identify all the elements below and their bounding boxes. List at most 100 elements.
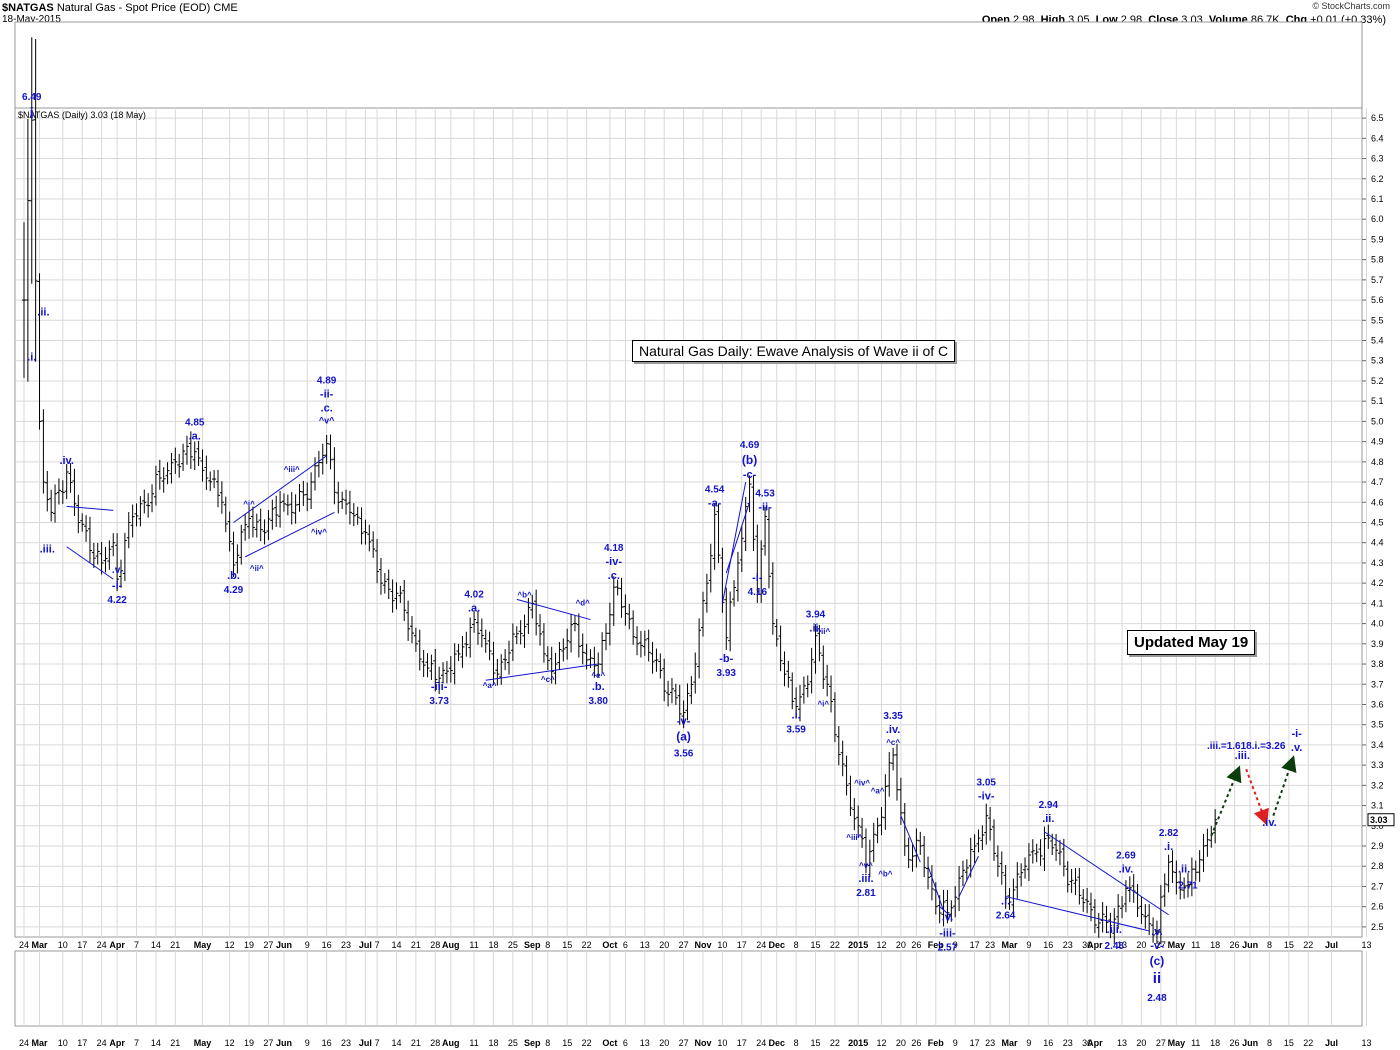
trend-line bbox=[927, 866, 945, 911]
y-tick-label: 3.8 bbox=[1371, 659, 1384, 669]
price-bar bbox=[122, 532, 127, 582]
price-bar bbox=[646, 629, 651, 662]
price-bar bbox=[906, 837, 911, 869]
price-bar bbox=[592, 646, 597, 678]
price-bar bbox=[607, 602, 612, 646]
price-bar bbox=[433, 648, 438, 692]
y-tick-label: 3.7 bbox=[1371, 679, 1384, 689]
price-bar bbox=[1057, 839, 1062, 866]
price-bar bbox=[68, 463, 73, 493]
x-tick-label: 27 bbox=[263, 940, 273, 950]
x-tick-label: 16 bbox=[1043, 1038, 1053, 1048]
price-bar bbox=[313, 457, 317, 491]
y-tick-label: 2.7 bbox=[1371, 881, 1384, 891]
y-tick-label: 6.4 bbox=[1371, 133, 1384, 143]
price-bar bbox=[503, 649, 508, 671]
x-tick-label: 9 bbox=[1026, 940, 1031, 950]
trend-line bbox=[66, 546, 114, 580]
wave-label: ^b^ bbox=[878, 869, 893, 878]
wave-label: -i- bbox=[752, 572, 763, 584]
y-tick-label: 2.9 bbox=[1371, 841, 1384, 851]
y-tick-label: 3.6 bbox=[1371, 699, 1384, 709]
y-tick-label: 5.2 bbox=[1371, 376, 1384, 386]
x-tick-label: 14 bbox=[391, 940, 401, 950]
x-tick-label: 24 bbox=[97, 1038, 107, 1048]
update-box: Updated May 19 bbox=[1127, 630, 1256, 655]
y-tick-label: 4.0 bbox=[1371, 619, 1384, 629]
x-tick-label: 23 bbox=[985, 1038, 995, 1048]
x-tick-label: 27 bbox=[1156, 940, 1166, 950]
wave-label: 4.02 bbox=[464, 590, 484, 601]
price-bar bbox=[274, 495, 279, 527]
price-bar bbox=[1162, 873, 1167, 907]
x-tick-label: Dec bbox=[768, 940, 785, 950]
x-tick-label: 9 bbox=[953, 940, 958, 950]
price-bar bbox=[359, 507, 364, 545]
price-bar bbox=[821, 645, 826, 690]
x-tick-label: 17 bbox=[77, 1038, 87, 1048]
wave-label: .c. bbox=[321, 403, 333, 415]
price-bar bbox=[964, 859, 969, 881]
price-bar bbox=[22, 222, 26, 378]
y-tick-label: 2.6 bbox=[1371, 902, 1384, 912]
x-tick-label: 22 bbox=[830, 940, 840, 950]
x-tick-label: May bbox=[1168, 1038, 1186, 1048]
price-bar bbox=[355, 506, 360, 525]
x-tick-label: 19 bbox=[244, 1038, 254, 1048]
wave-label: 2.94 bbox=[1039, 800, 1059, 811]
wave-label: 4.54 bbox=[705, 484, 725, 495]
price-bar bbox=[650, 641, 655, 674]
x-tick-label: 18 bbox=[488, 1038, 498, 1048]
wave-label: .i. bbox=[1001, 896, 1010, 908]
price-bar bbox=[37, 273, 42, 430]
price-bar bbox=[514, 626, 519, 645]
x-tick-label: 22 bbox=[582, 1038, 592, 1048]
price-bar bbox=[332, 447, 337, 505]
trend-line bbox=[958, 855, 979, 897]
price-bar bbox=[619, 577, 624, 618]
price-bar bbox=[444, 661, 449, 684]
x-tick-label: 18 bbox=[1210, 940, 1220, 950]
x-tick-label: 18 bbox=[488, 940, 498, 950]
x-tick-label: 26 bbox=[1230, 940, 1240, 950]
price-bar bbox=[146, 493, 151, 518]
y-tick-label: 5.0 bbox=[1371, 416, 1384, 426]
lower-panel bbox=[14, 950, 1363, 1027]
wave-label: (b) bbox=[742, 453, 757, 467]
wave-label: 3.35 bbox=[883, 711, 903, 722]
price-bar bbox=[1182, 877, 1187, 899]
x-tick-label: 9 bbox=[1026, 1038, 1031, 1048]
wave-label: 2.82 bbox=[1159, 828, 1179, 839]
price-bar bbox=[309, 472, 314, 510]
trend-line bbox=[900, 815, 921, 863]
price-bar bbox=[386, 569, 391, 600]
price-bar bbox=[231, 531, 236, 578]
x-tick-label: Jun bbox=[1242, 1038, 1258, 1048]
price-bar bbox=[809, 647, 814, 694]
x-tick-label: 23 bbox=[1063, 940, 1073, 950]
price-bar bbox=[790, 672, 795, 710]
wave-label: .v. bbox=[112, 565, 123, 576]
price-bar bbox=[988, 806, 993, 841]
price-bar bbox=[33, 38, 38, 362]
price-bar bbox=[883, 774, 888, 830]
price-bar bbox=[413, 627, 418, 652]
trend-line bbox=[725, 502, 751, 574]
x-tick-label: 16 bbox=[1043, 940, 1053, 950]
wave-label: .a. bbox=[468, 603, 480, 615]
price-bar bbox=[212, 470, 217, 489]
x-tick-label: 22 bbox=[1303, 940, 1313, 950]
price-bar bbox=[169, 452, 174, 484]
price-bar bbox=[406, 600, 411, 641]
price-bar bbox=[774, 619, 779, 647]
y-tick-label: 4.8 bbox=[1371, 457, 1384, 467]
y-tick-label: 2.5 bbox=[1371, 922, 1384, 932]
price-bar bbox=[1065, 861, 1070, 893]
instrument-name: Natural Gas - Spot Price (EOD) bbox=[56, 2, 211, 14]
price-bar bbox=[922, 835, 927, 878]
price-bar bbox=[1197, 850, 1202, 882]
price-bar bbox=[378, 557, 383, 595]
price-bar bbox=[1158, 884, 1163, 945]
price-bar bbox=[84, 515, 89, 542]
x-tick-label: 8 bbox=[1267, 940, 1272, 950]
